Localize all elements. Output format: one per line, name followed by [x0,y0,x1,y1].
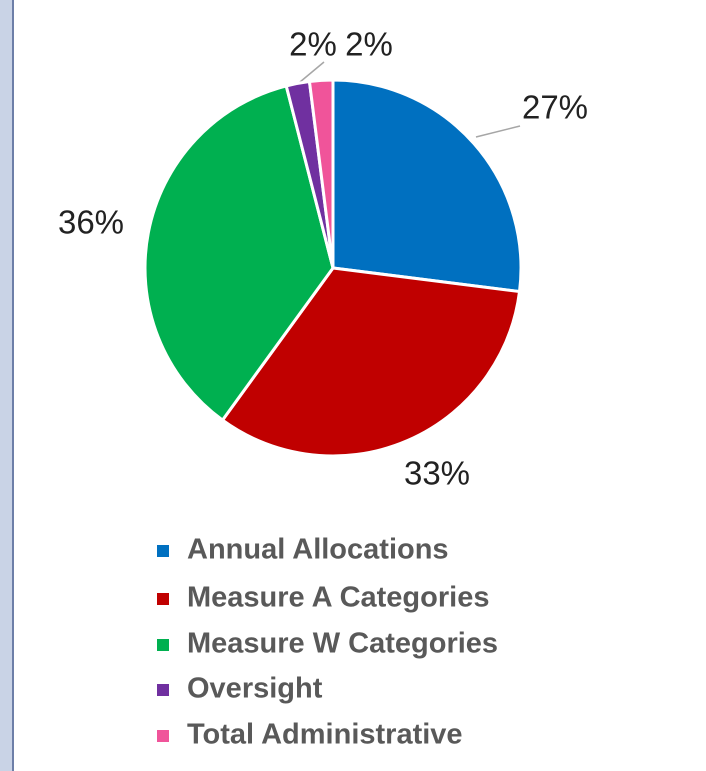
left-frame [0,0,12,771]
legend-swatch [157,684,169,696]
pie-slice [220,266,522,458]
data-label: 27% [522,89,588,126]
legend-swatch [157,639,169,651]
legend-label: Total Administrative [187,719,463,751]
pie-slice [143,84,335,423]
leader-line [299,61,325,83]
legend-swatch [157,593,169,605]
leader-line [475,125,521,138]
legend-swatch [157,545,169,557]
data-label: 33% [404,455,470,492]
legend-label: Oversight [187,673,323,705]
data-label: 2% [345,26,393,63]
pie-slice [331,78,523,294]
left-frame-edge [12,0,14,771]
legend-label: Measure A Categories [187,582,489,614]
legend-label: Annual Allocations [187,534,449,566]
legend-label: Measure W Categories [187,628,498,660]
data-label: 2% [289,26,337,63]
data-label: 36% [58,204,124,241]
legend-swatch [157,730,169,742]
pie-slice [307,78,335,269]
